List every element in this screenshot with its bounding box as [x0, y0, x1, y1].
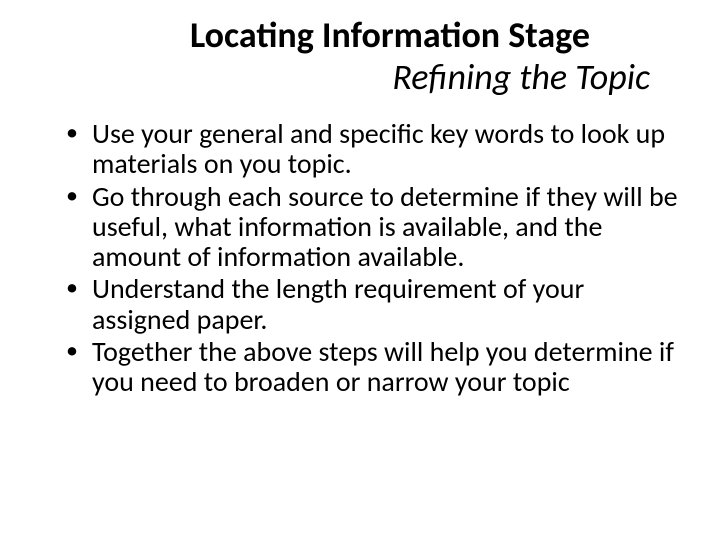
title-block: Locating Information Stage Refining the … [40, 16, 680, 97]
title-line-1: Locating Information Stage [100, 16, 680, 56]
bullet-item: Go through each source to determine if t… [66, 182, 680, 273]
slide: Locating Information Stage Refining the … [0, 0, 720, 540]
title-line-2: Refining the Topic [100, 58, 680, 98]
bullet-item: Together the above steps will help you d… [66, 337, 680, 397]
bullet-item: Use your general and specific key words … [66, 119, 680, 179]
bullet-item: Understand the length requirement of you… [66, 274, 680, 334]
bullet-list: Use your general and specific key words … [40, 119, 680, 397]
